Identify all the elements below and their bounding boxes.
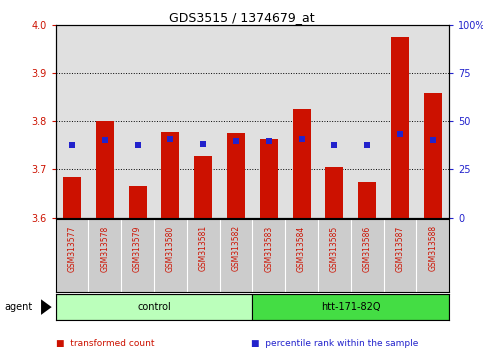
Text: control: control <box>137 302 171 312</box>
Text: GSM313588: GSM313588 <box>428 225 437 272</box>
Text: ■  percentile rank within the sample: ■ percentile rank within the sample <box>251 339 419 348</box>
Text: GSM313578: GSM313578 <box>100 225 109 272</box>
Bar <box>227 133 245 218</box>
Text: htt-171-82Q: htt-171-82Q <box>321 302 381 312</box>
Text: GSM313580: GSM313580 <box>166 225 175 272</box>
Bar <box>96 121 114 218</box>
Text: agent: agent <box>5 302 33 312</box>
Text: GSM313587: GSM313587 <box>396 225 404 272</box>
Text: GSM313577: GSM313577 <box>68 225 76 272</box>
Point <box>363 143 371 148</box>
Text: GSM313581: GSM313581 <box>199 225 208 272</box>
Text: GSM313583: GSM313583 <box>264 225 273 272</box>
Bar <box>63 177 81 218</box>
Bar <box>56 294 252 320</box>
Text: ■  transformed count: ■ transformed count <box>56 339 154 348</box>
Bar <box>260 139 278 218</box>
Bar <box>358 182 376 218</box>
Point <box>396 131 404 137</box>
Text: GDS3515 / 1374679_at: GDS3515 / 1374679_at <box>169 11 314 24</box>
Text: GSM313586: GSM313586 <box>363 225 372 272</box>
Point <box>167 136 174 142</box>
Point <box>298 136 305 142</box>
Text: GSM313585: GSM313585 <box>330 225 339 272</box>
Bar <box>391 37 409 218</box>
Point <box>101 137 109 142</box>
Point <box>429 137 437 142</box>
Bar <box>194 156 212 218</box>
Bar <box>326 167 343 218</box>
Point <box>265 138 272 143</box>
Point <box>330 143 338 148</box>
Point <box>232 138 240 143</box>
Text: GSM313584: GSM313584 <box>297 225 306 272</box>
Bar <box>424 93 442 218</box>
Point <box>68 143 76 148</box>
Text: GSM313579: GSM313579 <box>133 225 142 272</box>
Bar <box>293 109 311 218</box>
Bar <box>128 186 146 218</box>
Text: GSM313582: GSM313582 <box>231 225 241 272</box>
Point <box>134 143 142 148</box>
Bar <box>252 294 449 320</box>
Bar <box>161 132 179 218</box>
Point <box>199 142 207 147</box>
